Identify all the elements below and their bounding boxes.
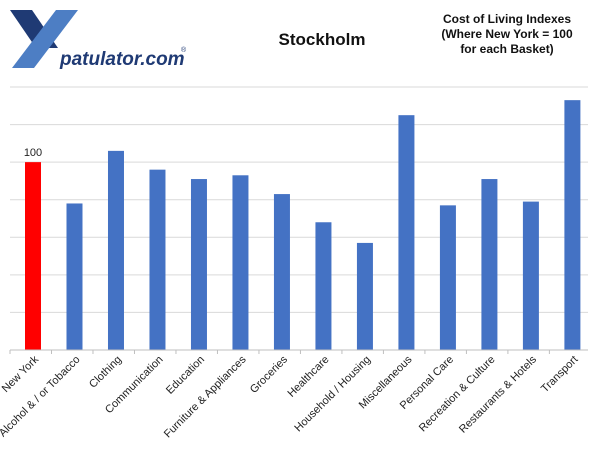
bar-groceries xyxy=(273,194,290,350)
chart-title: Stockholm xyxy=(278,30,366,49)
bar-new-york xyxy=(25,162,41,350)
x-tick-label: Household / Housing xyxy=(292,354,373,435)
x-tick-label: Alcohol & / or Tobacco xyxy=(0,354,83,440)
data-labels: 100 xyxy=(24,147,42,159)
bar-alcohol-or-tobacco xyxy=(66,203,83,350)
logo-text: patulator.com xyxy=(59,49,185,70)
bar-recreation-culture xyxy=(481,179,498,350)
logo-registered-mark: ® xyxy=(181,46,187,54)
xpatulator-logo: X patulator.com ® xyxy=(6,10,187,70)
logo: X patulator.com ® xyxy=(4,8,190,72)
bar-communication xyxy=(149,169,166,350)
index-note: Cost of Living Indexes (Where New York =… xyxy=(428,12,586,57)
bar-personal-care xyxy=(439,205,456,350)
bar-healthcare xyxy=(315,222,332,350)
x-tick-label: Furniture & Appliances xyxy=(162,353,249,440)
bar-furniture-appliances xyxy=(232,175,249,350)
bar-clothing xyxy=(107,150,124,350)
x-tick-label: Groceries xyxy=(248,353,291,396)
bar-education xyxy=(190,179,207,350)
gridlines xyxy=(10,86,588,313)
x-tick-label: New York xyxy=(0,353,41,395)
bar-transport xyxy=(564,100,581,351)
note-line-1: Cost of Living Indexes xyxy=(442,12,571,26)
x-tick-label: Transport xyxy=(539,354,580,395)
x-tick-label: Recreation & Culture xyxy=(417,354,498,435)
bar-household-housing xyxy=(356,242,373,350)
bar-restaurants-hotels xyxy=(522,201,539,350)
logo-letter: X xyxy=(6,51,7,53)
bars xyxy=(25,100,581,351)
note-line-3: for each Basket) xyxy=(460,42,554,56)
x-tick-label: Restaurants & Hotels xyxy=(457,353,539,435)
logo-x-stroke-2 xyxy=(12,10,78,68)
x-tick-label: Education xyxy=(164,354,207,397)
data-label: 100 xyxy=(24,147,42,159)
note-line-2: (Where New York = 100 xyxy=(441,27,573,41)
bar-miscellaneous xyxy=(398,115,415,350)
x-tick-label: Clothing xyxy=(87,354,124,391)
